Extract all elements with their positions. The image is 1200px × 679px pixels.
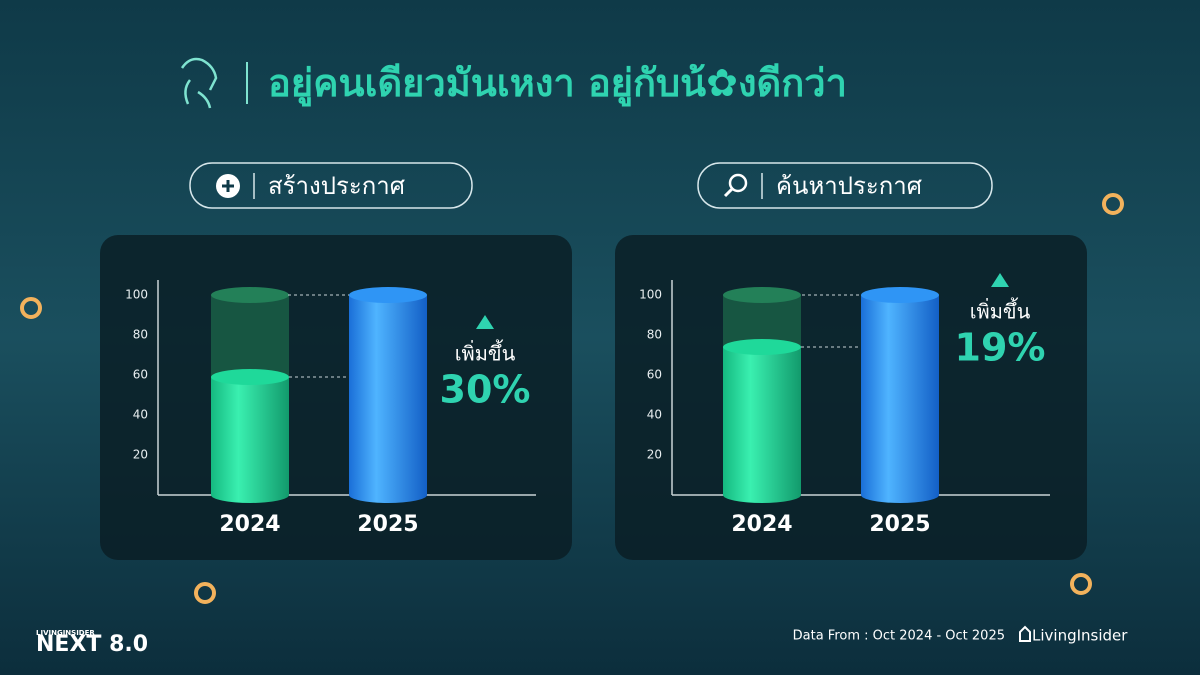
bar-cap: [211, 369, 289, 385]
title-part: งดีกว่า: [738, 61, 847, 105]
title-icon: [180, 57, 218, 109]
bar: [349, 295, 427, 495]
bar-bottom: [723, 487, 801, 503]
bar-cap: [349, 287, 427, 303]
logo-icon: [1019, 625, 1031, 642]
increase-label: เพิ่มขึ้น: [455, 340, 516, 366]
bar-bottom: [349, 487, 427, 503]
bar-cap: [723, 339, 801, 355]
title: อยู่คนเดียวมันเหงา อยู่กับน้✿งดีกว่า: [268, 61, 847, 107]
bar: [723, 347, 801, 495]
increase-arrow: [476, 315, 494, 329]
y-tick-label: 40: [133, 408, 148, 422]
bar-cap: [861, 287, 939, 303]
brand-small: LIVINGINSIDER: [36, 629, 95, 637]
pill-icon: [728, 173, 748, 193]
y-tick-label: 20: [133, 448, 148, 462]
bar: [861, 295, 939, 495]
bar-ghost-cap: [723, 287, 801, 303]
x-tick-label: 2024: [731, 512, 792, 537]
y-tick-label: 80: [647, 328, 662, 342]
increase-arrow: [991, 273, 1009, 287]
decoration: [1070, 573, 1092, 595]
source: Data From : Oct 2024 - Oct 2025: [793, 629, 1005, 644]
pill-label: สร้างประกาศ: [268, 172, 405, 200]
x-tick-label: 2024: [219, 512, 280, 537]
logo: LivingInsider: [1032, 627, 1128, 645]
y-tick-label: 60: [133, 368, 148, 382]
brand: NEXT 8.0: [36, 632, 148, 657]
pill-icon: [723, 187, 734, 198]
bar-bottom: [861, 487, 939, 503]
y-tick-label: 40: [647, 408, 662, 422]
title-part: อยู่คนเดียวมันเหงา อยู่กับน้: [268, 61, 706, 107]
paw: ✿: [706, 61, 738, 105]
decoration: [1102, 193, 1124, 215]
pill: [697, 162, 993, 209]
y-tick-label: 80: [133, 328, 148, 342]
y-tick-label: 100: [639, 288, 662, 302]
bar-bottom: [211, 487, 289, 503]
pill-icon: [222, 180, 234, 192]
pill: [189, 162, 473, 209]
y-tick-label: 100: [125, 288, 148, 302]
y-tick-label: 20: [647, 448, 662, 462]
pill-label: ค้นหาประกาศ: [776, 172, 922, 200]
x-tick-label: 2025: [869, 512, 930, 537]
increase-value: 30%: [440, 368, 531, 412]
decoration: [194, 582, 216, 604]
bar-ghost-cap: [211, 287, 289, 303]
panel: [615, 235, 1087, 560]
increase-label: เพิ่มขึ้น: [970, 298, 1031, 324]
y-tick-label: 60: [647, 368, 662, 382]
increase-value: 19%: [955, 326, 1046, 370]
x-tick-label: 2025: [357, 512, 418, 537]
bar: [211, 377, 289, 495]
decoration: [20, 297, 42, 319]
